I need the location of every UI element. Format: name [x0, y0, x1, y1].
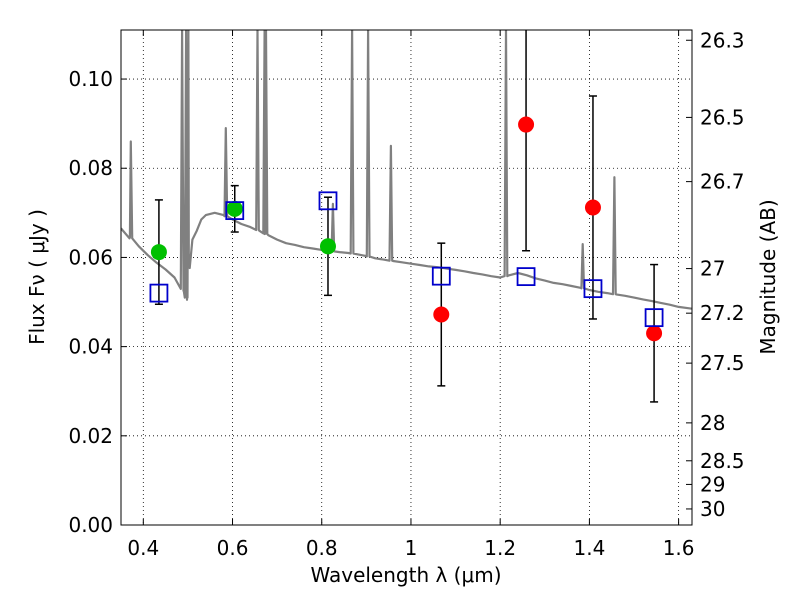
model-bandpass-point	[644, 308, 664, 328]
model-spectrum	[121, 30, 692, 310]
model-bandpass-point	[431, 266, 451, 286]
error-bars	[154, 30, 659, 403]
model-bandpass-point	[516, 267, 536, 287]
data-point	[646, 325, 663, 342]
y-tick-label: 0.00	[68, 513, 113, 537]
data-point	[226, 200, 243, 217]
x-tick-label: 1.6	[663, 536, 695, 560]
right-tick-label: 30	[700, 497, 725, 521]
right-tick-label: 28	[700, 411, 725, 435]
right-tick-label: 27.2	[700, 301, 745, 325]
right-tick-label: 28.5	[700, 449, 745, 473]
data-point	[518, 116, 535, 133]
right-tick-label: 29	[700, 472, 725, 496]
data-point	[150, 244, 167, 261]
data-markers	[149, 116, 664, 342]
plot-frame	[120, 29, 693, 526]
right-axis-label: Magnitude (AB)	[756, 199, 780, 354]
data-point	[433, 306, 450, 323]
model-bandpass-point	[583, 279, 603, 299]
right-tick-label: 27	[700, 257, 725, 281]
y-tick-label: 0.02	[68, 424, 113, 448]
x-tick-label: 0.4	[127, 536, 159, 560]
x-tick-label: 1.2	[484, 536, 516, 560]
right-tick-label: 26.7	[700, 170, 745, 194]
x-tick-label: 1	[405, 536, 418, 560]
x-tick-label: 1.4	[573, 536, 605, 560]
right-tick-label: 26.3	[700, 28, 745, 52]
y-tick-label: 0.04	[68, 335, 113, 359]
y-axis-label: Flux Fν ( μJy )	[25, 209, 49, 345]
data-point	[584, 199, 601, 216]
x-axis-label: Wavelength λ (μm)	[310, 563, 501, 587]
grid	[121, 30, 692, 525]
model-spectrum-line	[121, 30, 692, 310]
data-point	[319, 238, 336, 255]
right-tick-label: 27.5	[700, 351, 745, 375]
model-bandpass-point	[149, 283, 169, 303]
model-bandpass-point	[318, 191, 338, 211]
y-tick-label: 0.06	[68, 245, 113, 269]
x-tick-label: 0.6	[217, 536, 249, 560]
y-tick-label: 0.08	[68, 156, 113, 180]
axes: 0.4 0.6 0.8 1 1.2 1.4 1.6 0.00 0.02 0.04 0.06 0.08 0…	[68, 28, 744, 560]
model-bandpass-point	[225, 201, 245, 221]
y-tick-label: 0.10	[68, 67, 113, 91]
right-tick-label: 26.5	[700, 105, 745, 129]
x-tick-label: 0.8	[306, 536, 338, 560]
